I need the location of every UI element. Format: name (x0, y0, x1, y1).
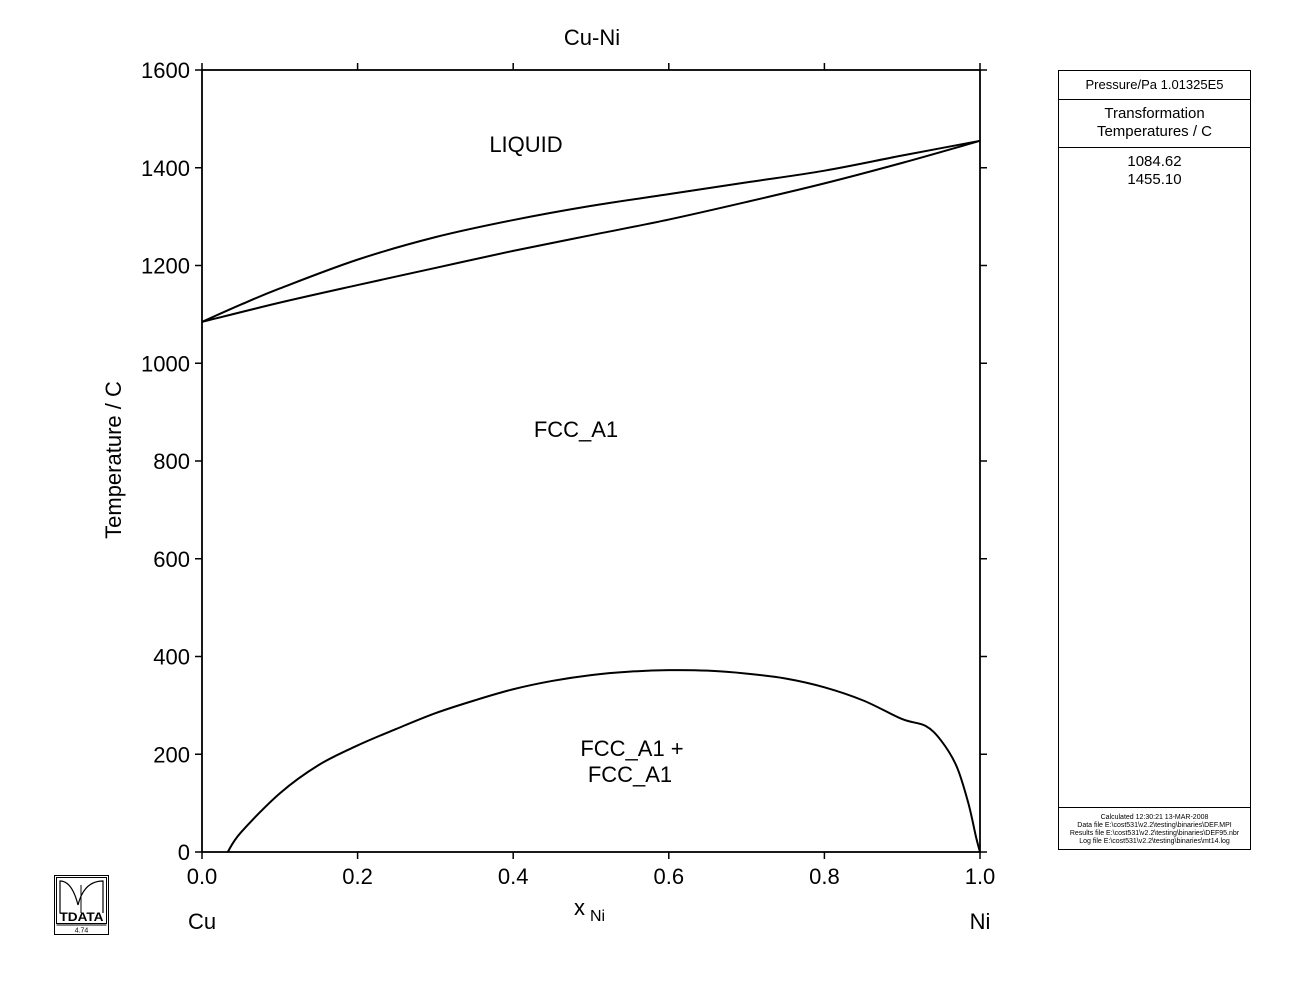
y-tick-label: 200 (153, 742, 190, 767)
axis-ticks (195, 63, 987, 859)
x-tick-label: 0.8 (809, 864, 840, 889)
transformation-header: Transformation Temperatures / C (1059, 100, 1250, 148)
y-tick-label: 400 (153, 645, 190, 670)
x-tick-label: 0.2 (342, 864, 373, 889)
transformation-header-line2: Temperatures / C (1096, 123, 1213, 140)
y-tick-label: 1200 (141, 254, 190, 279)
mtdata-logo: TDATA 4.74 (54, 875, 109, 935)
x-tick-label: 0.6 (654, 864, 685, 889)
x-axis-label-main: x (574, 895, 585, 920)
region-label-fcc-fcc-line1: FCC_A1 + (580, 736, 683, 761)
x-tick-label: 1.0 (965, 864, 996, 889)
transformation-temperature: 1455.10 (1127, 171, 1182, 188)
chart-title: Cu-Ni (564, 25, 620, 50)
calculation-footer: Calculated 12:30:21 13-MAR-2008 Data fil… (1059, 807, 1250, 849)
x-axis-label-subscript: Ni (590, 908, 605, 925)
y-tick-labels: 0 200 400 600 800 1000 1200 1400 1600 (141, 58, 190, 865)
liquidus-curve (201, 139, 981, 323)
miscibility-gap-curve (226, 669, 981, 853)
footer-line: Log file E:\cost531\v2.2\testing\binarie… (1079, 838, 1230, 845)
y-tick-label: 1400 (141, 156, 190, 181)
x-tick-label: 0.4 (498, 864, 529, 889)
y-tick-label: 1000 (141, 351, 190, 376)
left-element-label: Cu (188, 909, 216, 934)
region-label-liquid: LIQUID (489, 132, 562, 157)
info-panel: Pressure/Pa 1.01325E5 Transformation Tem… (1058, 70, 1251, 850)
region-label-fcc: FCC_A1 (534, 417, 618, 442)
x-tick-labels: 0.0 0.2 0.4 0.6 0.8 1.0 (187, 864, 996, 889)
phase-boundaries (201, 139, 981, 853)
logo-version: 4.74 (75, 928, 89, 935)
logo-text: TDATA (60, 910, 104, 924)
y-axis-label: Temperature / C (101, 381, 126, 539)
region-label-fcc-fcc-line2: FCC_A1 (588, 762, 672, 787)
y-tick-label: 0 (178, 840, 190, 865)
y-tick-label: 800 (153, 449, 190, 474)
x-tick-label: 0.0 (187, 864, 218, 889)
transformation-temperature: 1084.62 (1127, 153, 1182, 170)
y-tick-label: 600 (153, 547, 190, 572)
transformation-header-line1: Transformation (1104, 105, 1205, 122)
pressure-row: Pressure/Pa 1.01325E5 (1059, 71, 1250, 100)
plot-frame (201, 69, 981, 853)
footer-line: Data file E:\cost531\v2.2\testing\binari… (1077, 822, 1232, 829)
footer-line: Calculated 12:30:21 13-MAR-2008 (1100, 814, 1209, 821)
right-element-label: Ni (970, 909, 991, 934)
transformation-temperatures: 1084.62 1455.10 (1059, 148, 1250, 189)
footer-line: Results file E:\cost531\v2.2\testing\bin… (1069, 830, 1240, 837)
solidus-curve (201, 139, 981, 323)
y-tick-label: 1600 (141, 58, 190, 83)
x-axis-label: x Ni (574, 895, 605, 925)
